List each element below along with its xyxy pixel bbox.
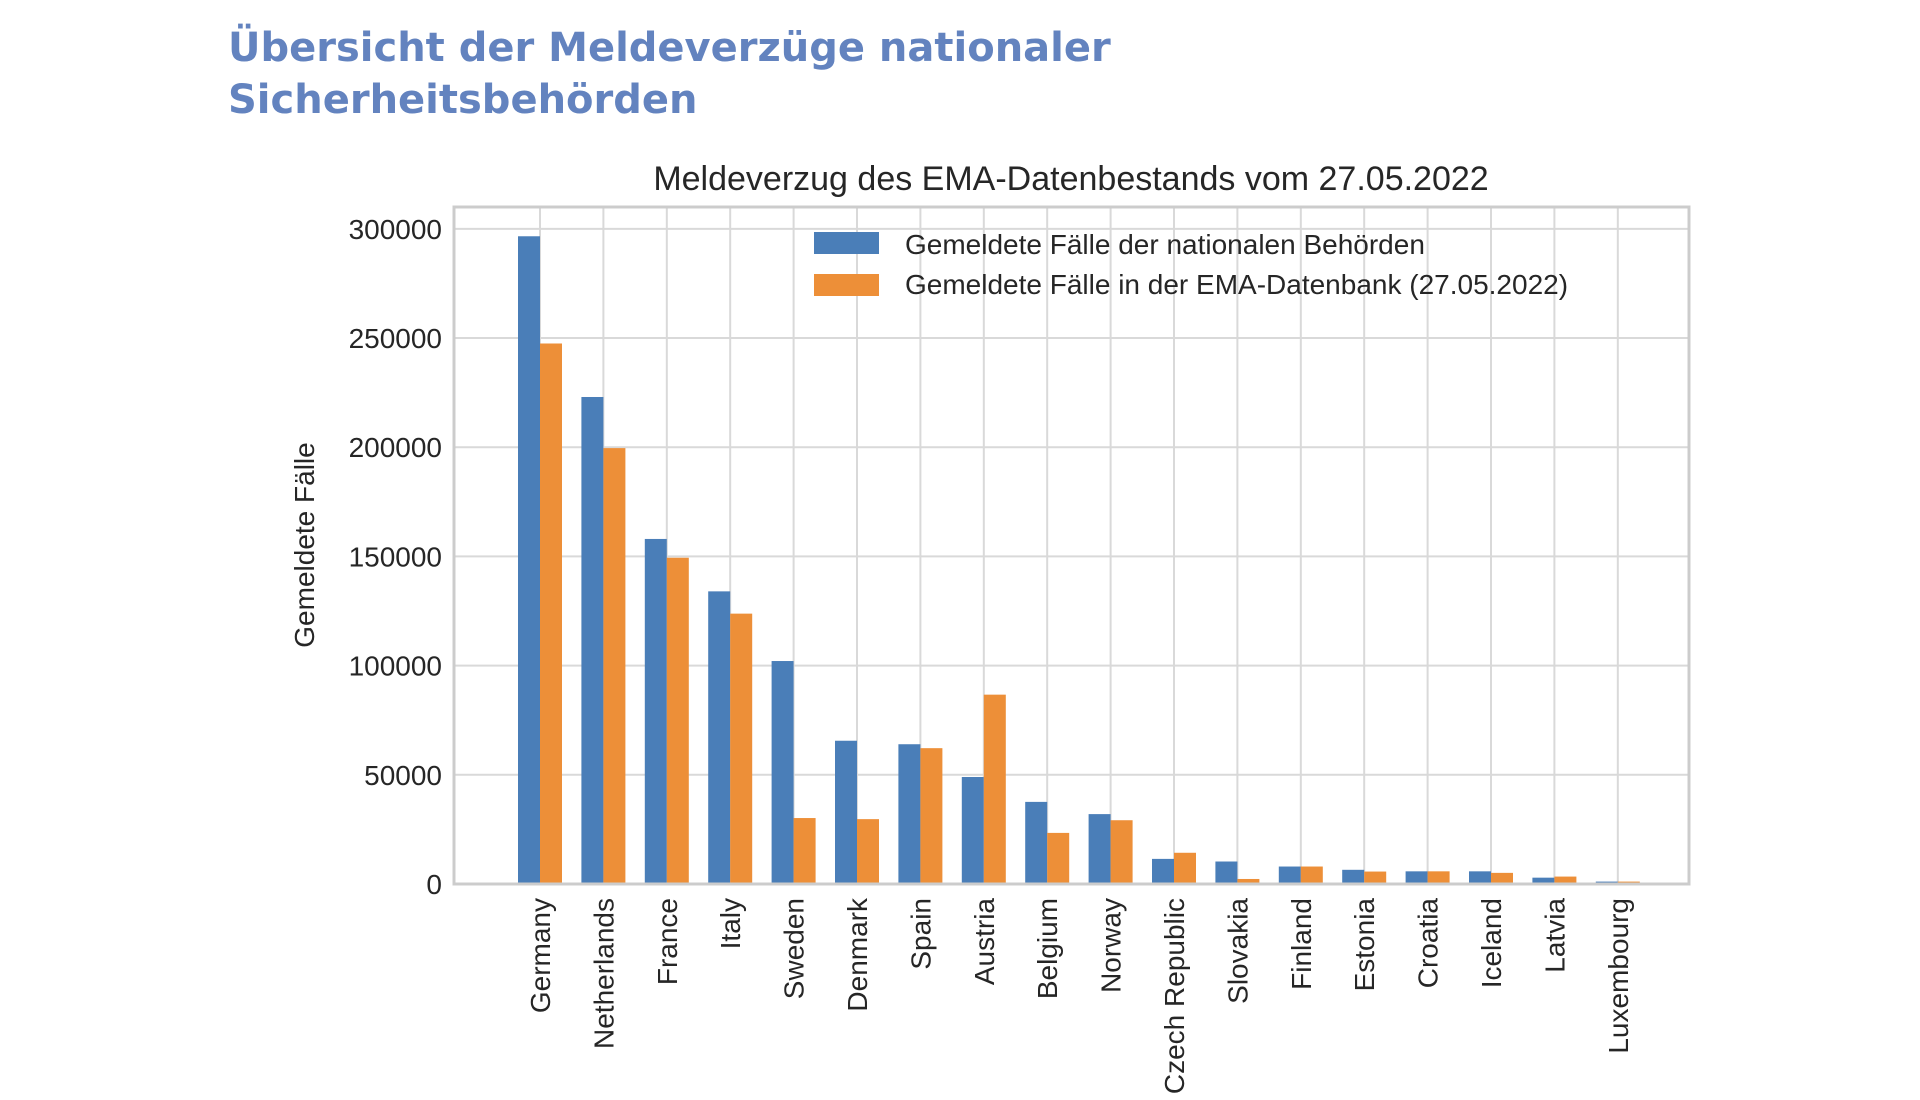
bar-national-croatia [1405, 871, 1428, 884]
bar-national-czech-republic [1152, 858, 1174, 884]
chart-title: Meldeverzug des EMA-Datenbestands vom 27… [653, 160, 1488, 198]
y-tick-label: 250000 [349, 323, 442, 354]
bar-national-germany [518, 236, 540, 885]
x-tick-label: Croatia [1413, 898, 1444, 989]
bar-national-italy [708, 591, 731, 884]
bar-national-sweden [771, 661, 794, 884]
y-ticks: 0 50000 100000 150000 200000 250000 300000 [349, 214, 442, 900]
bar-national-spain [898, 744, 921, 884]
bar-ema-finland [1300, 866, 1323, 884]
y-tick-label: 200000 [349, 432, 442, 463]
bar-ema-belgium [1047, 832, 1070, 884]
x-tick-label: Spain [905, 898, 936, 970]
x-tick-label: Denmark [842, 897, 873, 1012]
legend-label-series2: Gemeldete Fälle in der EMA-Datenbank (27… [905, 269, 1568, 300]
y-tick-label: 300000 [349, 214, 442, 245]
legend-swatch-series2 [814, 274, 879, 296]
x-tick-label: Belgium [1032, 898, 1063, 999]
x-tick-label: Sweden [779, 898, 810, 999]
bar-national-latvia [1532, 877, 1555, 884]
y-tick-label: 100000 [349, 651, 442, 682]
bar-ema-germany [540, 343, 562, 884]
bar-national-norway [1088, 814, 1111, 884]
bar-ema-france [666, 557, 689, 884]
y-tick-label: 50000 [364, 760, 442, 791]
bar-ema-estonia [1364, 871, 1387, 884]
x-tick-label: Czech Republic [1159, 898, 1190, 1094]
bar-ema-iceland [1491, 872, 1513, 884]
x-tick-label: Austria [969, 898, 1000, 986]
bar-ema-croatia [1427, 871, 1450, 884]
bar-ema-latvia [1554, 876, 1577, 884]
page-title: Übersicht der Meldeverzüge nationaler Si… [228, 22, 1328, 126]
bar-national-belgium [1025, 801, 1048, 884]
bar-national-iceland [1469, 871, 1491, 884]
bar-national-netherlands [581, 396, 604, 884]
bar-ema-netherlands [603, 448, 626, 884]
plot-frame [452, 205, 1691, 886]
page-title-line2: Sicherheitsbehörden [228, 77, 698, 123]
x-tick-label: Slovakia [1222, 898, 1253, 1004]
bar-ema-sweden [793, 818, 816, 884]
bar-ema-norway [1110, 820, 1133, 884]
bar-ema-denmark [857, 819, 879, 884]
x-tick-label: Italy [715, 898, 746, 949]
x-tick-label: Netherlands [588, 898, 619, 1049]
grid-layer [454, 207, 1689, 885]
bar-national-slovakia [1215, 861, 1238, 884]
bar-national-estonia [1342, 869, 1365, 884]
bar-national-austria [961, 776, 984, 884]
legend-label-series1: Gemeldete Fälle der nationalen Behörden [905, 229, 1425, 260]
bar-ema-italy [730, 613, 753, 884]
x-tick-label: Latvia [1539, 898, 1570, 973]
x-ticks: Germany Netherlands France Italy Sweden Denma… [525, 897, 1634, 1094]
x-tick-label: Luxembourg [1603, 898, 1634, 1054]
bar-ema-czech-republic [1174, 852, 1196, 884]
x-tick-label: Finland [1286, 898, 1317, 990]
x-tick-label: Norway [1096, 898, 1127, 993]
x-tick-label: France [652, 898, 683, 985]
x-tick-label: Estonia [1349, 898, 1380, 992]
bar-ema-spain [920, 748, 943, 884]
bar-ema-austria [983, 694, 1006, 884]
legend: Gemeldete Fälle der nationalen Behörden … [814, 229, 1568, 300]
legend-swatch-series1 [814, 232, 879, 254]
bar-national-denmark [835, 740, 857, 884]
bars-layer [518, 236, 1640, 885]
bar-national-france [644, 538, 667, 884]
y-tick-label: 0 [426, 869, 442, 900]
bar-national-finland [1278, 866, 1301, 884]
page-title-line1: Übersicht der Meldeverzüge nationaler [228, 25, 1111, 71]
y-axis-label: Gemeldete Fälle [289, 442, 320, 647]
x-tick-label: Iceland [1476, 898, 1507, 988]
x-tick-label: Germany [525, 898, 556, 1013]
bar-ema-slovakia [1237, 878, 1260, 884]
y-tick-label: 150000 [349, 541, 442, 572]
